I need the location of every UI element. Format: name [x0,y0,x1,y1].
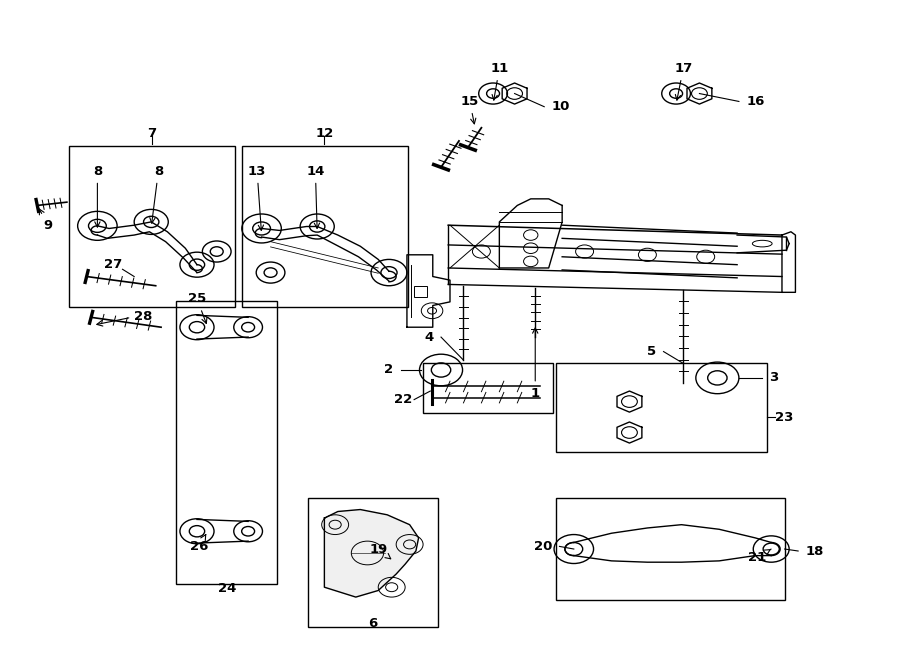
Text: 23: 23 [775,411,793,424]
Text: 28: 28 [134,309,153,323]
Text: 5: 5 [647,345,656,358]
Text: 13: 13 [248,165,266,231]
Text: 9: 9 [40,209,52,232]
Bar [414,286,427,297]
Text: 4: 4 [425,330,434,344]
Text: 7: 7 [148,126,157,139]
Text: 10: 10 [552,100,570,113]
Text: 27: 27 [104,258,122,271]
Text: 6: 6 [368,617,377,630]
Text: 22: 22 [394,393,412,406]
Text: 26: 26 [190,535,208,553]
Text: 18: 18 [806,545,824,557]
Bar [556,364,767,452]
Text: 3: 3 [770,371,778,385]
Text: 17: 17 [674,62,692,100]
Polygon shape [324,510,418,597]
Bar [556,498,785,600]
Text: 1: 1 [531,328,540,399]
Bar [68,146,235,307]
Bar [242,146,408,307]
Bar [308,498,438,627]
Text: 19: 19 [369,543,391,559]
Text: 8: 8 [93,165,102,227]
Text: 15: 15 [461,95,479,124]
Text: 20: 20 [534,540,553,553]
Text: 24: 24 [219,582,237,595]
Text: 16: 16 [746,95,764,108]
Text: 14: 14 [306,165,325,229]
Bar [423,364,554,412]
Text: 21: 21 [748,549,771,564]
Text: 12: 12 [315,126,334,139]
Text: 2: 2 [384,364,393,377]
Text: 8: 8 [149,165,163,223]
Bar [176,301,277,584]
Text: 11: 11 [491,62,508,100]
Text: 25: 25 [188,292,207,323]
